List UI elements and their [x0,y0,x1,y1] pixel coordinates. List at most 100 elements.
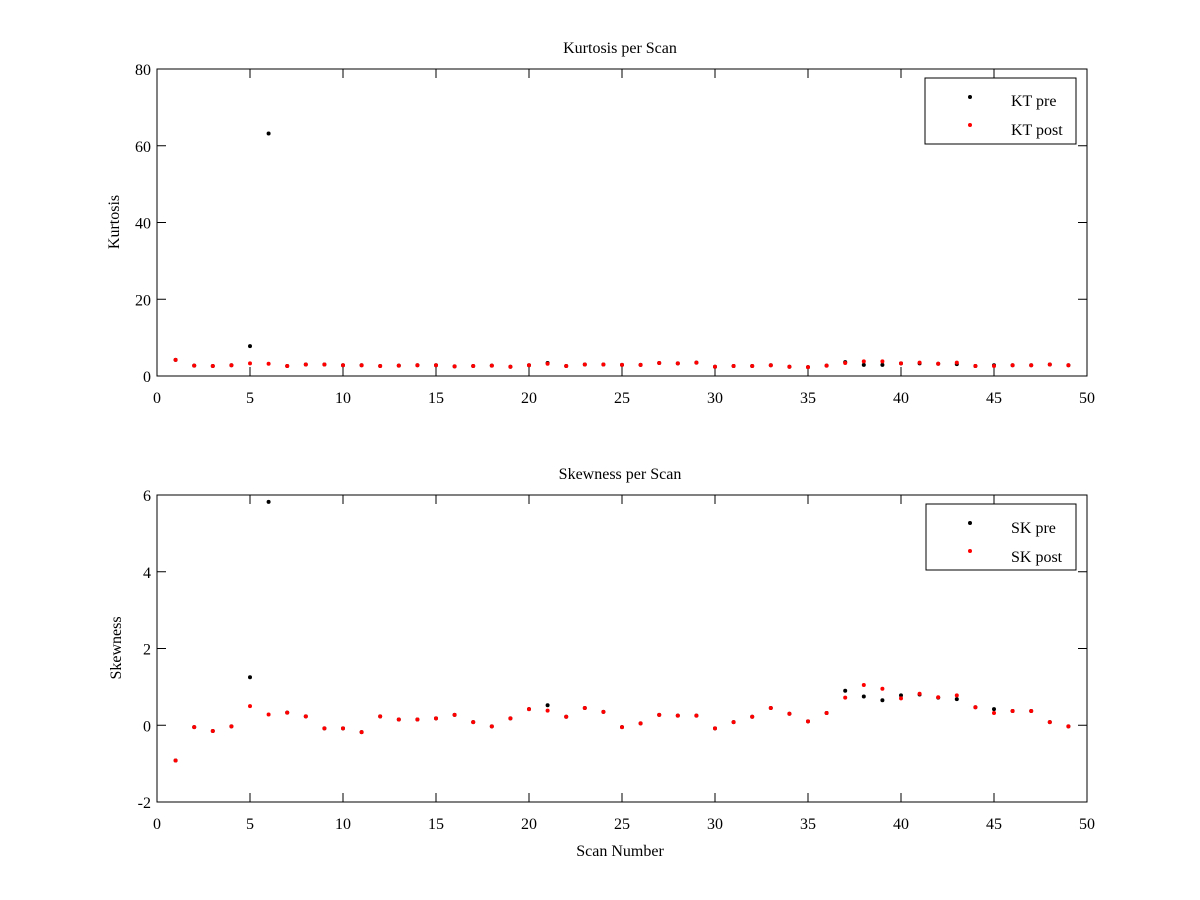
kt-post-point [248,361,252,366]
kt-post-point [675,361,680,366]
kt-post-point [638,362,643,367]
kurtosis-title: Kurtosis per Scan [563,40,677,57]
legend-marker-sk-pre [968,521,972,525]
x-tick-label: 10 [335,816,351,833]
kt-pre-point [266,131,271,136]
kt-post-point [1066,363,1071,368]
kt-post-point [582,362,587,367]
kt-post-point [601,362,606,367]
sk-post-point [471,720,476,725]
kt-post-point [824,363,829,368]
kt-post-point [1010,363,1015,368]
sk-post-point [954,693,959,698]
skewness-title: Skewness per Scan [559,466,682,483]
x-tick-label: 50 [1079,816,1095,833]
skewness-y-axis: -2 0 2 4 6 [138,488,1087,812]
kt-post-point [285,364,290,369]
sk-post-point [527,707,531,712]
sk-post-point [434,716,438,721]
kt-post-point [173,357,178,362]
sk-post-point [657,712,662,717]
sk-post-point [1010,709,1015,714]
kurtosis-data-points [173,131,1071,370]
sk-post-point [1066,724,1071,729]
kt-post-point [229,363,234,368]
kt-post-point [731,364,736,369]
y-tick-label: 40 [135,216,151,233]
kt-post-point [861,359,866,364]
sk-post-point [787,711,792,716]
kt-post-point [992,364,996,369]
sk-post-point [210,729,215,734]
kt-post-point [452,364,457,369]
legend-marker-kt-post [968,123,972,127]
kt-post-point [768,363,773,368]
x-tick-label: 0 [153,816,161,833]
skewness-legend: SK pre SK post [925,503,1077,571]
sk-pre-point [545,703,550,708]
y-tick-label: 20 [135,292,151,309]
x-tick-label: 15 [428,390,444,407]
sk-pre-point [954,697,959,702]
sk-pre-point [861,694,866,699]
y-tick-label: 60 [135,139,151,156]
sk-post-point [768,705,773,710]
sk-post-point [675,713,680,718]
sk-post-point [359,730,364,735]
kt-post-point [341,363,345,368]
sk-post-point [396,717,401,722]
kt-post-point [359,363,364,368]
kt-post-point [545,361,550,366]
kt-post-point [471,364,476,369]
sk-post-point [564,714,569,719]
sk-post-point [266,712,271,717]
sk-pre-point [266,499,271,504]
kurtosis-y-axis: 0 20 40 60 80 [135,62,1087,386]
kt-pre-point [880,362,885,367]
sk-post-point [341,726,345,731]
x-tick-label: 45 [986,390,1002,407]
sk-post-point [973,705,978,710]
kt-post-point [750,364,755,369]
kt-post-point [266,361,271,366]
kt-post-point [1029,363,1034,368]
sk-post-point [545,708,550,713]
sk-post-point [694,713,699,718]
sk-post-point [322,726,327,731]
kt-pre-point [248,344,252,349]
kt-post-point [954,360,959,365]
kurtosis-panel: Kurtosis per Scan 0 5 10 15 20 25 30 35 40 45 50 0… [106,40,1095,407]
x-tick-label: 50 [1079,390,1095,407]
kt-post-point [806,365,810,370]
skewness-panel: Skewness per Scan 0 5 10 15 20 25 30 35 40 45 50 -… [108,466,1095,860]
sk-post-point [992,710,996,715]
x-tick-label: 35 [800,390,816,407]
legend-marker-kt-pre [968,95,972,99]
sk-post-point [824,710,829,715]
x-tick-label: 5 [246,816,254,833]
sk-pre-point [248,675,252,680]
x-tick-label: 20 [521,390,537,407]
kt-post-point [843,360,848,365]
skewness-y-label: Skewness [108,616,125,679]
kt-post-point [489,363,494,368]
x-tick-label: 35 [800,816,816,833]
kt-pre-point [861,362,866,367]
skewness-legend-box [925,503,1077,571]
x-tick-label: 30 [707,816,723,833]
sk-post-point [508,716,513,721]
kt-post-point [973,364,978,369]
y-tick-label: 2 [143,642,151,659]
kurtosis-x-axis: 0 5 10 15 20 25 30 35 40 45 50 [153,69,1095,407]
sk-post-point [880,686,885,691]
x-tick-label: 20 [521,816,537,833]
kt-post-point [210,364,215,369]
kt-post-point [303,362,308,367]
x-tick-label: 40 [893,816,909,833]
legend-marker-sk-post [968,549,972,553]
kt-post-point [322,362,327,367]
y-tick-label: 80 [135,62,151,79]
kt-post-point [527,363,531,368]
